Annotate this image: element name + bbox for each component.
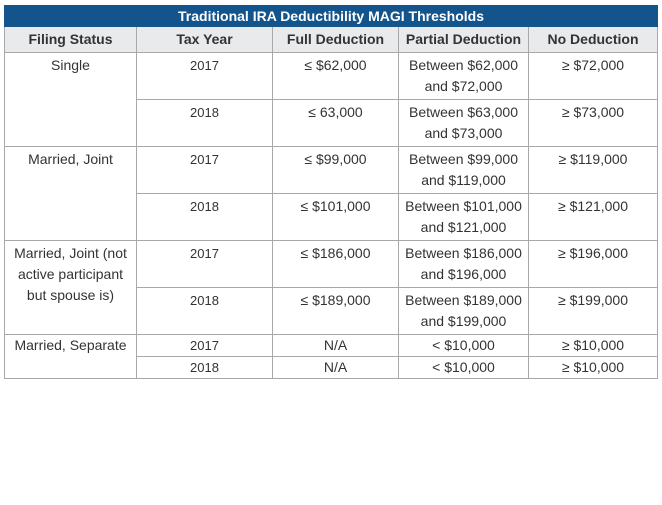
table-row: 2018 ≤ 63,000 Between $63,000 and $73,00… [5, 99, 659, 147]
no-deduction-cell: ≥ $72,000 [527, 52, 659, 100]
filing-status-cell: Married, Joint [4, 146, 137, 241]
tax-year-cell: 2018 [136, 99, 273, 147]
partial-deduction-cell: < $10,000 [398, 356, 529, 379]
table-row: 2018 ≤ $189,000 Between $189,000 and $19… [5, 287, 659, 335]
header-partial-deduction: Partial Deduction [398, 26, 529, 53]
table-row: Married, Joint 2017 ≤ $99,000 Between $9… [4, 146, 659, 241]
partial-deduction-cell: Between $99,000 and $119,000 [398, 146, 529, 194]
no-deduction-cell: ≥ $73,000 [527, 99, 659, 147]
full-deduction-cell: ≤ $101,000 [272, 193, 399, 241]
partial-deduction-cell: < $10,000 [398, 334, 529, 357]
tax-year-cell: 2017 [136, 146, 273, 194]
tax-year-cell: 2018 [136, 287, 273, 335]
full-deduction-cell: ≤ $186,000 [272, 240, 399, 288]
partial-deduction-cell: Between $63,000 and $73,000 [398, 99, 529, 147]
header-no-deduction: No Deduction [527, 26, 659, 53]
header-full-deduction: Full Deduction [272, 26, 399, 53]
no-deduction-cell: ≥ $119,000 [527, 146, 659, 194]
filing-status-cell: Married, Joint (not active participant b… [4, 240, 137, 335]
table-row: 2018 N/A < $10,000 ≥ $10,000 [5, 356, 659, 379]
no-deduction-cell: ≥ $10,000 [527, 334, 659, 357]
table-row: Single 2017 ≤ $62,000 Between $62,000 an… [4, 52, 659, 147]
tax-year-cell: 2018 [136, 356, 273, 379]
table-row: Married, Separate 2017 N/A < $10,000 ≥ $… [4, 334, 659, 379]
partial-deduction-cell: Between $189,000 and $199,000 [398, 287, 529, 335]
partial-deduction-cell: Between $186,000 and $196,000 [398, 240, 529, 288]
filing-status-cell: Married, Separate [4, 334, 137, 379]
header-filing-status: Filing Status [4, 26, 137, 53]
full-deduction-cell: ≤ $99,000 [272, 146, 399, 194]
table-title: Traditional IRA Deductibility MAGI Thres… [3, 5, 659, 27]
full-deduction-cell: ≤ $189,000 [272, 287, 399, 335]
no-deduction-cell: ≥ $121,000 [527, 193, 659, 241]
table-row: Married, Joint (not active participant b… [4, 240, 659, 335]
tax-year-cell: 2017 [136, 52, 273, 100]
full-deduction-cell: N/A [272, 334, 399, 357]
tax-year-cell: 2017 [136, 240, 273, 288]
tax-year-cell: 2018 [136, 193, 273, 241]
no-deduction-cell: ≥ $199,000 [527, 287, 659, 335]
table-row: 2018 ≤ $101,000 Between $101,000 and $12… [5, 193, 659, 241]
tax-year-cell: 2017 [136, 334, 273, 357]
partial-deduction-cell: Between $62,000 and $72,000 [398, 52, 529, 100]
header-tax-year: Tax Year [136, 26, 273, 53]
no-deduction-cell: ≥ $10,000 [527, 356, 659, 379]
full-deduction-cell: N/A [272, 356, 399, 379]
full-deduction-cell: ≤ 63,000 [272, 99, 399, 147]
no-deduction-cell: ≥ $196,000 [527, 240, 659, 288]
ira-thresholds-table-wrapper: Traditional IRA Deductibility MAGI Thres… [3, 5, 659, 379]
full-deduction-cell: ≤ $62,000 [272, 52, 399, 100]
ira-thresholds-table: Traditional IRA Deductibility MAGI Thres… [3, 5, 659, 379]
filing-status-cell: Single [4, 52, 137, 147]
partial-deduction-cell: Between $101,000 and $121,000 [398, 193, 529, 241]
